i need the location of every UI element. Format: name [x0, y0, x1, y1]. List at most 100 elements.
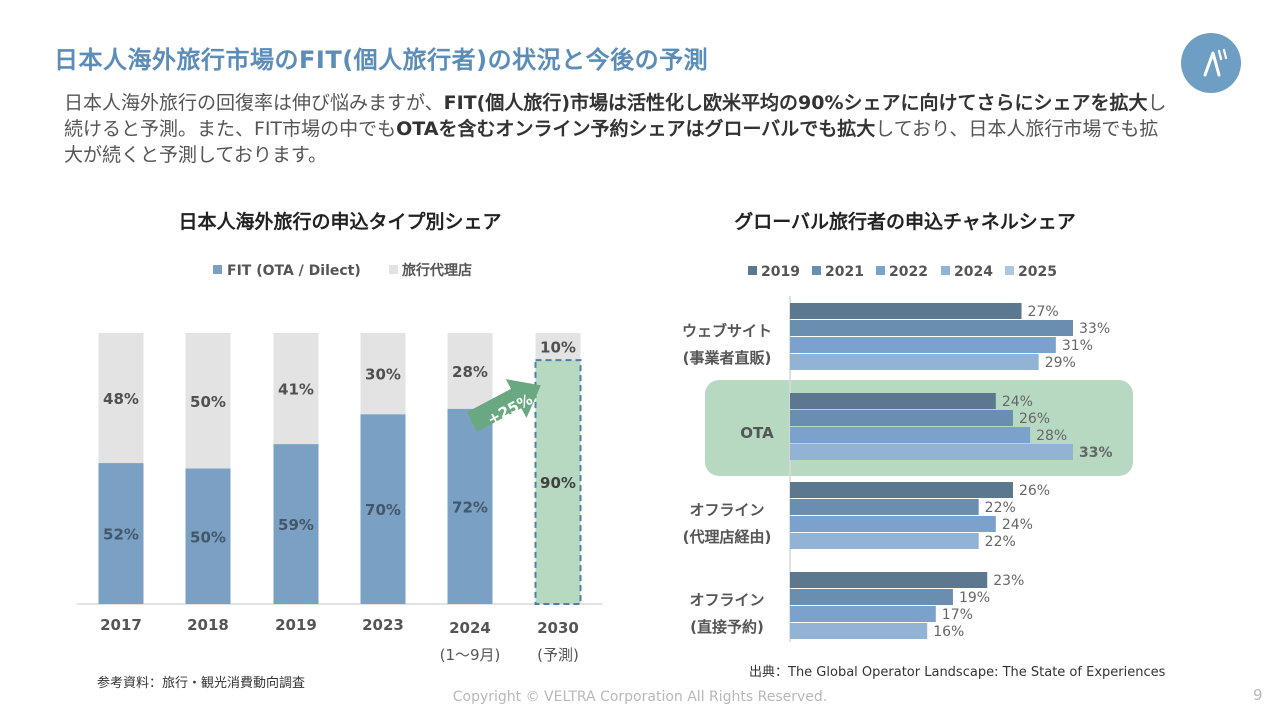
left-chart-title: 日本人海外旅行の申込タイプ別シェア	[178, 211, 502, 233]
bar-2024-1	[790, 444, 1073, 460]
data-label-2024-2: 22%	[985, 534, 1016, 550]
bar-agency-2030	[535, 333, 581, 361]
tick-sublabel-2024: (1〜9月)	[440, 646, 501, 664]
data-label-agency-2019: 41%	[278, 381, 314, 399]
page-title: 日本人海外旅行市場のFIT(個人旅行者)の状況と今後の予測	[54, 46, 709, 74]
lead-segment-bold: OTAを含むオンライン予約シェアはグローバルでも拡大	[396, 118, 876, 140]
source-right: 出典：The Global Operator Landscape: The St…	[749, 665, 1166, 680]
data-label-fit-2018: 50%	[190, 528, 226, 546]
right-chart-title: グローバル旅行者の申込チャネルシェア	[734, 211, 1076, 233]
category-label-2: オフライン	[689, 501, 764, 519]
bar-2019-2	[790, 482, 1013, 498]
data-label-fit-2030: 90%	[540, 474, 576, 492]
data-label-2021-2: 22%	[985, 500, 1016, 516]
logo-glyph	[1203, 48, 1228, 77]
category-label-1: OTA	[740, 424, 774, 442]
data-label-2019-2: 26%	[1019, 483, 1050, 499]
data-label-2024-1: 33%	[1079, 445, 1113, 461]
data-label-2021-3: 19%	[959, 590, 990, 606]
legend-swatch-2024	[941, 266, 950, 275]
bar-fit-2019	[273, 444, 319, 604]
growth-arrow	[466, 379, 541, 432]
legend-label-2025: 2025	[1018, 264, 1057, 280]
legend-label-2022: 2022	[889, 264, 928, 280]
data-label-2019-1: 24%	[1002, 394, 1033, 410]
tick-label-2030: 2030	[537, 619, 579, 637]
category-label-3: オフライン	[689, 591, 764, 609]
bar-agency-2024	[447, 333, 493, 409]
data-label-2022-1: 28%	[1036, 428, 1067, 444]
legend-swatch-fit	[213, 265, 222, 274]
lead-text: 日本人海外旅行の回復率は伸び悩みますが、FIT(個人旅行)市場は活性化し欧米平均…	[64, 90, 1174, 168]
bar-agency-2017	[98, 333, 144, 464]
category-sublabel-0: (事業者直販)	[683, 349, 772, 367]
bar-2024-0	[790, 354, 1039, 370]
category-sublabel-3: (直接予約)	[690, 618, 764, 636]
legend-label-2021: 2021	[825, 264, 864, 280]
lead-segment-bold: FIT(個人旅行)市場は活性化し欧米平均の90%シェアに向けてさらにシェアを拡大	[443, 92, 1148, 114]
veltra-logo-icon	[1181, 33, 1241, 93]
highlight-outline-2030	[534, 359, 582, 605]
bar-fit-2023	[360, 414, 406, 604]
category-sublabel-2: (代理店経由)	[683, 528, 772, 546]
tick-label-2019: 2019	[275, 616, 317, 634]
data-label-2022-2: 24%	[1002, 517, 1033, 533]
bar-2024-2	[790, 533, 979, 549]
source-left: 参考資料：旅行・観光消費動向調査	[97, 676, 306, 691]
bar-agency-2018	[185, 333, 231, 469]
lead-segment: 日本人海外旅行の回復率は伸び悩みますが、	[64, 92, 444, 114]
data-label-2022-0: 31%	[1062, 338, 1093, 354]
data-label-agency-2023: 30%	[365, 366, 401, 384]
bar-2021-0	[790, 320, 1073, 336]
data-label-fit-2017: 52%	[103, 526, 139, 544]
legend-label-2019: 2019	[761, 264, 800, 280]
page-number: 9	[1253, 686, 1263, 704]
data-label-2019-0: 27%	[1028, 304, 1059, 320]
data-label-2024-0: 29%	[1045, 355, 1076, 371]
legend-swatch-2021	[812, 266, 821, 275]
bar-fit-2017	[98, 463, 144, 604]
data-label-2021-1: 26%	[1019, 411, 1050, 427]
bar-fit-2030	[535, 360, 581, 604]
legend-label-fit: FIT (OTA / Dilect)	[227, 263, 361, 279]
bar-2022-1	[790, 427, 1031, 443]
data-label-agency-2030: 10%	[540, 339, 576, 357]
bar-2022-3	[790, 606, 936, 622]
data-label-fit-2023: 70%	[365, 501, 401, 519]
legend-label-2024: 2024	[954, 264, 993, 280]
lead-segment: しており、日本人旅行市場でも拡大が続くと予測しております。	[64, 118, 1159, 166]
legend-swatch-2019	[748, 266, 757, 275]
data-label-agency-2017: 48%	[103, 390, 139, 408]
data-label-2024-3: 16%	[933, 624, 964, 640]
bar-2022-2	[790, 516, 996, 532]
copyright: Copyright © VELTRA Corporation All Right…	[452, 689, 828, 705]
tick-label-2018: 2018	[187, 616, 229, 634]
data-label-fit-2024: 72%	[452, 498, 488, 516]
bar-2019-3	[790, 572, 988, 588]
bar-2021-3	[790, 589, 953, 605]
bar-2021-2	[790, 499, 979, 515]
legend-swatch-2025	[1005, 266, 1014, 275]
legend-swatch-2022	[876, 266, 885, 275]
bar-2019-1	[790, 393, 996, 409]
bar-2022-0	[790, 337, 1056, 353]
tick-label-2024: 2024	[449, 619, 491, 637]
bar-fit-2024	[447, 408, 493, 604]
data-label-fit-2019: 59%	[278, 516, 314, 534]
tick-label-2017: 2017	[100, 616, 142, 634]
tick-sublabel-2030: (予測)	[537, 646, 579, 664]
bar-2019-0	[790, 303, 1022, 319]
lead-segment: し続けると予測。また、FIT市場の中でも	[64, 92, 1167, 140]
legend-label-agency: 旅行代理店	[402, 262, 472, 279]
tick-label-2023: 2023	[362, 616, 404, 634]
bar-2024-3	[790, 623, 928, 639]
bar-2021-1	[790, 410, 1013, 426]
data-label-2022-3: 17%	[942, 607, 973, 623]
bar-fit-2018	[185, 468, 231, 604]
data-label-agency-2018: 50%	[190, 393, 226, 411]
data-label-2021-0: 33%	[1079, 321, 1110, 337]
bar-agency-2023	[360, 333, 406, 415]
data-label-2019-3: 23%	[993, 573, 1024, 589]
bar-agency-2019	[273, 333, 319, 445]
